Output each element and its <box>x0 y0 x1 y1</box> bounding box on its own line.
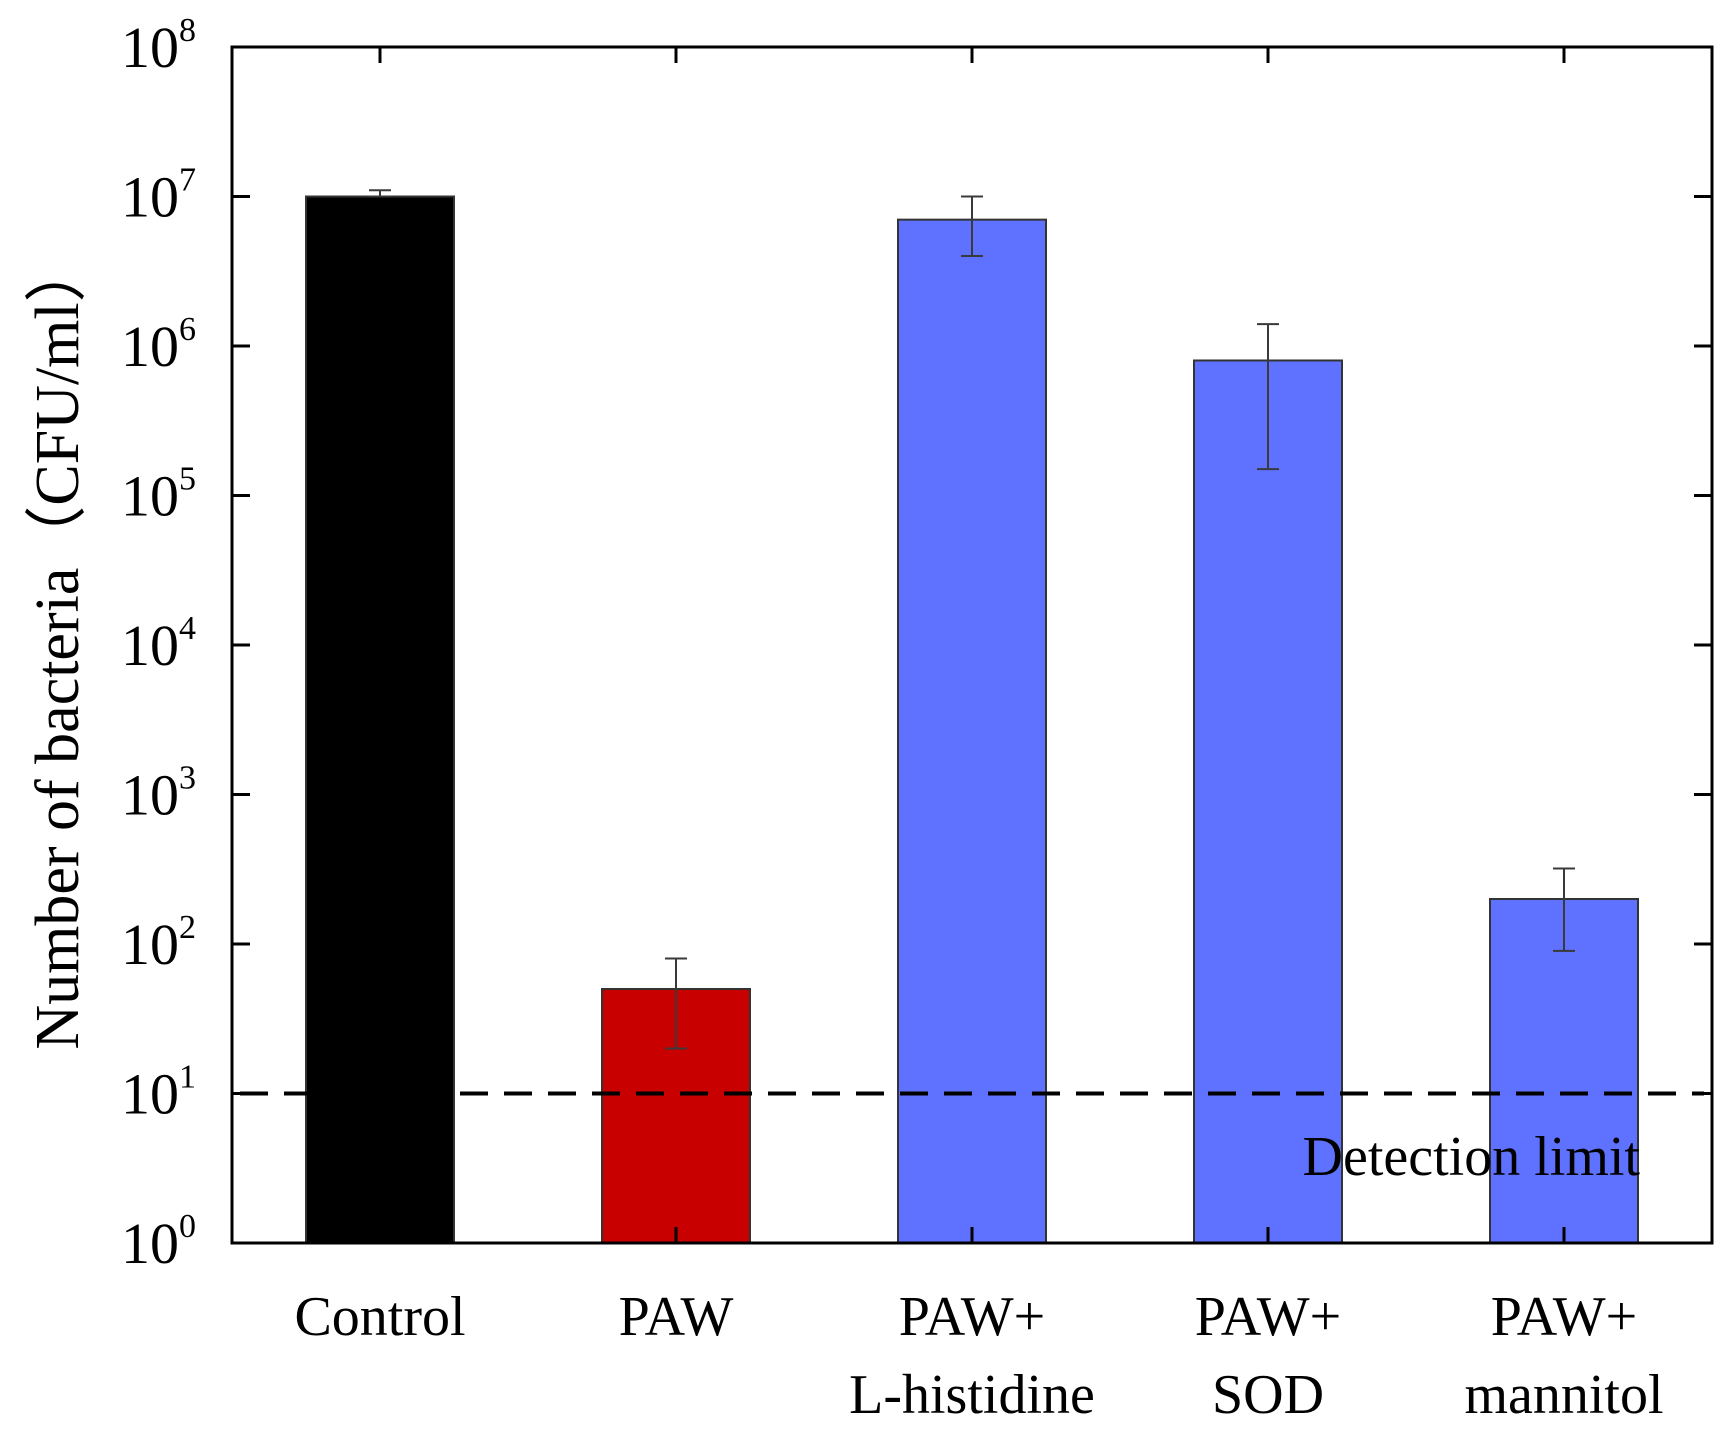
plot-frame <box>230 45 1714 1245</box>
x-tick-label-2: PAW+ <box>899 1286 1045 1348</box>
y-axis-title: Number of bacteria（CFU/ml） <box>24 240 92 1049</box>
x-tick-label-line2-4: mannitol <box>1464 1364 1663 1426</box>
y-tick-label-0: 100 <box>121 1208 196 1276</box>
bar-3 <box>1193 359 1343 1244</box>
bar-4 <box>1489 897 1639 1245</box>
y-tick-label-5: 105 <box>121 461 196 529</box>
y-tick-label-4: 104 <box>121 610 196 678</box>
x-tick-label-line2-3: SOD <box>1212 1364 1324 1426</box>
y-tick-label-1: 101 <box>121 1059 196 1127</box>
y-tick-label-7: 107 <box>121 162 196 230</box>
x-tick-label-line2-2: L-histidine <box>849 1364 1095 1426</box>
x-tick-label-0: Control <box>294 1286 465 1348</box>
x-tick-label-1: PAW <box>619 1286 734 1348</box>
y-tick-label-2: 102 <box>121 909 196 977</box>
y-tick-label-3: 103 <box>121 760 196 828</box>
bar-2 <box>897 218 1047 1244</box>
detection-limit-label: Detection limit <box>1303 1126 1641 1188</box>
y-tick-label-6: 106 <box>121 311 196 379</box>
x-tick-label-3: PAW+ <box>1195 1286 1341 1348</box>
y-tick-label-8: 108 <box>121 12 196 80</box>
bar-0 <box>305 195 455 1244</box>
x-tick-label-4: PAW+ <box>1491 1286 1637 1348</box>
